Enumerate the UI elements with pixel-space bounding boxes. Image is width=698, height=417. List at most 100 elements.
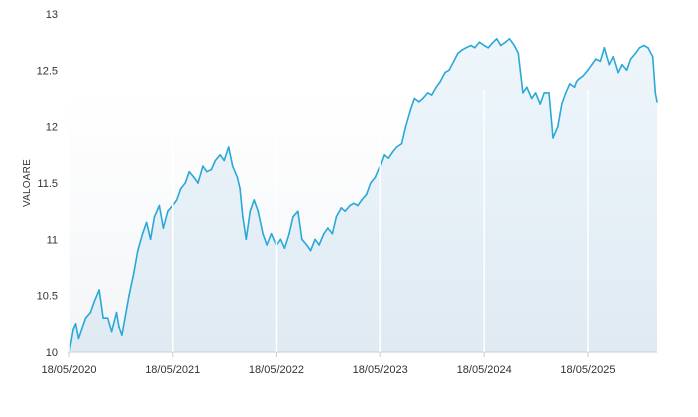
data-point bbox=[457, 52, 459, 55]
data-point bbox=[587, 69, 589, 72]
y-tick-label: 13 bbox=[46, 9, 58, 21]
x-tick-label: 18/05/2024 bbox=[457, 364, 512, 376]
data-point bbox=[487, 47, 490, 49]
data-point bbox=[409, 109, 412, 111]
data-point bbox=[162, 227, 165, 229]
y-tick-label: 12 bbox=[46, 122, 58, 134]
data-point bbox=[219, 154, 221, 156]
data-point bbox=[149, 238, 152, 241]
data-point bbox=[327, 227, 329, 229]
data-point bbox=[625, 69, 628, 72]
data-point bbox=[612, 56, 614, 58]
x-axis-ticks: 18/05/2020 18/05/2021 18/05/2022 18/05/2023… bbox=[41, 90, 615, 376]
data-point bbox=[214, 159, 217, 162]
data-point bbox=[153, 216, 156, 218]
data-point bbox=[448, 69, 450, 72]
data-point bbox=[391, 150, 394, 153]
data-point bbox=[426, 92, 429, 94]
data-point bbox=[89, 311, 92, 314]
series-area bbox=[69, 38, 657, 353]
data-point bbox=[656, 101, 658, 103]
data-point bbox=[84, 317, 87, 320]
data-point bbox=[137, 249, 139, 252]
data-point bbox=[478, 41, 481, 43]
data-point bbox=[314, 238, 316, 241]
data-point bbox=[483, 44, 486, 47]
data-point bbox=[374, 176, 377, 179]
data-point bbox=[465, 47, 467, 49]
y-tick-label: 10.5 bbox=[37, 291, 58, 303]
data-point bbox=[297, 210, 299, 212]
data-point bbox=[522, 92, 524, 94]
data-point bbox=[115, 311, 118, 314]
data-point bbox=[175, 199, 178, 201]
y-tick-label: 12.5 bbox=[37, 65, 58, 77]
data-point bbox=[74, 323, 77, 325]
data-point bbox=[197, 182, 199, 184]
data-point bbox=[543, 92, 545, 94]
data-point bbox=[603, 47, 606, 49]
data-point bbox=[552, 137, 554, 139]
data-point bbox=[557, 125, 559, 128]
data-point bbox=[349, 204, 351, 207]
data-point bbox=[453, 60, 455, 63]
y-tick-label: 11 bbox=[47, 234, 58, 246]
data-point bbox=[121, 334, 123, 336]
data-point bbox=[526, 86, 528, 88]
data-point bbox=[577, 78, 580, 81]
area-layer bbox=[69, 38, 657, 353]
data-point bbox=[318, 244, 320, 246]
y-tick-label: 11.5 bbox=[37, 178, 58, 190]
x-tick-label: 18/05/2021 bbox=[145, 364, 200, 376]
data-point bbox=[231, 165, 234, 167]
data-point bbox=[106, 317, 109, 320]
data-point bbox=[158, 204, 161, 207]
data-point bbox=[124, 317, 126, 320]
data-point bbox=[491, 42, 494, 45]
data-point bbox=[223, 159, 225, 162]
x-tick-label: 18/05/2025 bbox=[560, 364, 615, 376]
data-point bbox=[508, 38, 511, 40]
data-point bbox=[573, 86, 576, 88]
data-point bbox=[309, 249, 312, 252]
data-point bbox=[206, 170, 208, 173]
data-point bbox=[599, 60, 602, 63]
data-point bbox=[188, 170, 190, 173]
data-point bbox=[77, 337, 80, 340]
data-point bbox=[548, 92, 550, 94]
data-point bbox=[353, 202, 355, 205]
data-point bbox=[193, 176, 195, 179]
data-point bbox=[422, 97, 424, 100]
data-point bbox=[470, 44, 472, 47]
data-point bbox=[591, 63, 593, 66]
data-point bbox=[517, 52, 520, 55]
data-point bbox=[439, 80, 442, 83]
y-axis-title: VALOARE bbox=[22, 159, 33, 207]
data-point bbox=[179, 187, 182, 190]
data-point bbox=[370, 182, 372, 184]
data-point bbox=[141, 232, 144, 235]
data-point bbox=[110, 330, 113, 333]
data-point bbox=[239, 187, 241, 190]
data-point bbox=[344, 210, 347, 212]
data-point bbox=[582, 75, 584, 77]
data-point bbox=[395, 146, 398, 148]
data-point bbox=[301, 238, 303, 241]
data-point bbox=[266, 244, 268, 246]
data-point bbox=[245, 238, 248, 241]
line-layer bbox=[68, 38, 658, 353]
data-point bbox=[444, 71, 446, 74]
data-point bbox=[638, 47, 641, 49]
data-point bbox=[643, 44, 645, 47]
data-point bbox=[629, 58, 632, 60]
data-point bbox=[128, 294, 130, 297]
data-point bbox=[474, 47, 476, 49]
data-point bbox=[617, 71, 619, 74]
data-point bbox=[595, 58, 597, 60]
data-point bbox=[283, 247, 286, 250]
data-point bbox=[98, 289, 100, 291]
data-point bbox=[118, 326, 120, 329]
data-point bbox=[383, 154, 386, 156]
data-point bbox=[530, 97, 533, 100]
